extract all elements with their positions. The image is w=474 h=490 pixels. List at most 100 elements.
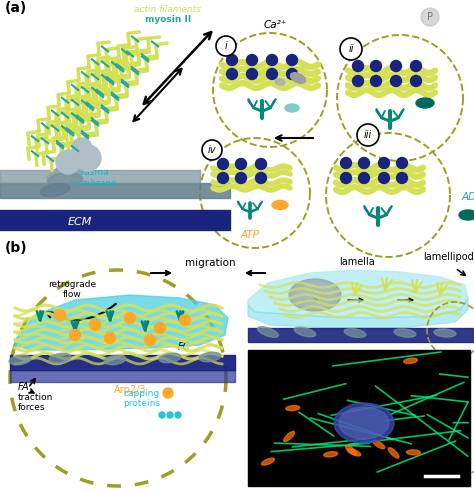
Circle shape (159, 412, 165, 418)
Circle shape (340, 172, 352, 183)
Circle shape (125, 313, 136, 323)
Ellipse shape (434, 329, 456, 337)
Circle shape (167, 412, 173, 418)
Circle shape (246, 54, 257, 66)
Text: ATP: ATP (240, 230, 259, 240)
Ellipse shape (344, 329, 366, 338)
Ellipse shape (339, 407, 389, 439)
Ellipse shape (346, 445, 357, 455)
Circle shape (421, 8, 439, 26)
Text: myosin II: myosin II (145, 16, 191, 24)
Ellipse shape (291, 73, 306, 83)
Circle shape (218, 158, 228, 170)
Ellipse shape (295, 283, 335, 307)
Polygon shape (15, 295, 228, 350)
Circle shape (340, 157, 352, 169)
Ellipse shape (159, 353, 181, 363)
Circle shape (104, 333, 116, 343)
Text: plasma
membrane: plasma membrane (67, 168, 117, 188)
Circle shape (227, 54, 237, 66)
Circle shape (391, 75, 401, 87)
Circle shape (246, 69, 257, 79)
Text: iii: iii (364, 130, 372, 140)
Text: actin filaments: actin filaments (135, 5, 201, 15)
Ellipse shape (294, 327, 316, 337)
Text: lamellipodia: lamellipodia (423, 252, 474, 262)
Ellipse shape (286, 406, 300, 411)
Polygon shape (248, 298, 468, 328)
Ellipse shape (416, 98, 434, 108)
Circle shape (396, 172, 408, 183)
Ellipse shape (272, 200, 288, 210)
Text: retrograde
flow: retrograde flow (48, 280, 96, 299)
Circle shape (266, 69, 277, 79)
Circle shape (353, 75, 364, 87)
Ellipse shape (404, 358, 418, 364)
Text: (a): (a) (5, 1, 27, 15)
Circle shape (410, 75, 421, 87)
Circle shape (410, 60, 421, 72)
Ellipse shape (9, 355, 31, 365)
Circle shape (357, 124, 379, 146)
Ellipse shape (49, 353, 71, 363)
Text: Ca²⁺: Ca²⁺ (264, 20, 287, 30)
Circle shape (70, 329, 81, 341)
Circle shape (379, 172, 390, 183)
Text: ECM: ECM (118, 358, 141, 368)
Text: ADP: ADP (462, 192, 474, 202)
Text: migration: migration (185, 258, 235, 268)
Circle shape (227, 69, 237, 79)
Ellipse shape (406, 450, 420, 455)
Circle shape (56, 150, 80, 174)
Circle shape (340, 38, 362, 60)
Polygon shape (248, 270, 468, 318)
Text: P: P (427, 12, 433, 22)
Ellipse shape (47, 173, 82, 187)
Text: Arp2/3: Arp2/3 (114, 385, 146, 395)
Text: FA: FA (18, 382, 29, 392)
Ellipse shape (104, 355, 126, 365)
Circle shape (371, 75, 382, 87)
Circle shape (163, 388, 173, 398)
Circle shape (216, 36, 236, 56)
Text: iv: iv (208, 145, 216, 155)
Text: capping
proteins: capping proteins (124, 389, 161, 408)
Circle shape (55, 310, 65, 320)
Ellipse shape (324, 452, 337, 457)
Ellipse shape (40, 184, 70, 196)
Ellipse shape (262, 458, 274, 465)
Circle shape (72, 138, 92, 158)
Circle shape (358, 157, 370, 169)
Ellipse shape (347, 449, 361, 456)
Text: i: i (225, 41, 228, 51)
Bar (248, 350, 470, 486)
Text: (b): (b) (5, 241, 27, 255)
Circle shape (155, 322, 165, 334)
Text: ii: ii (348, 44, 354, 54)
Circle shape (75, 145, 101, 171)
Ellipse shape (284, 431, 294, 441)
Ellipse shape (275, 79, 285, 85)
Ellipse shape (334, 403, 394, 443)
Circle shape (379, 157, 390, 169)
Circle shape (358, 172, 370, 183)
Circle shape (90, 319, 100, 330)
Circle shape (371, 60, 382, 72)
Circle shape (175, 412, 181, 418)
Ellipse shape (394, 329, 416, 337)
Text: traction
forces: traction forces (18, 392, 54, 412)
Circle shape (286, 54, 298, 66)
Circle shape (145, 335, 155, 345)
Circle shape (202, 140, 222, 160)
Ellipse shape (199, 352, 221, 362)
Text: lamella: lamella (339, 257, 375, 267)
Ellipse shape (373, 440, 385, 449)
Circle shape (180, 315, 191, 325)
Ellipse shape (388, 448, 399, 458)
Ellipse shape (257, 327, 278, 337)
Ellipse shape (459, 210, 474, 220)
Circle shape (218, 172, 228, 183)
Circle shape (236, 158, 246, 170)
Circle shape (266, 54, 277, 66)
Text: FC: FC (178, 342, 191, 352)
